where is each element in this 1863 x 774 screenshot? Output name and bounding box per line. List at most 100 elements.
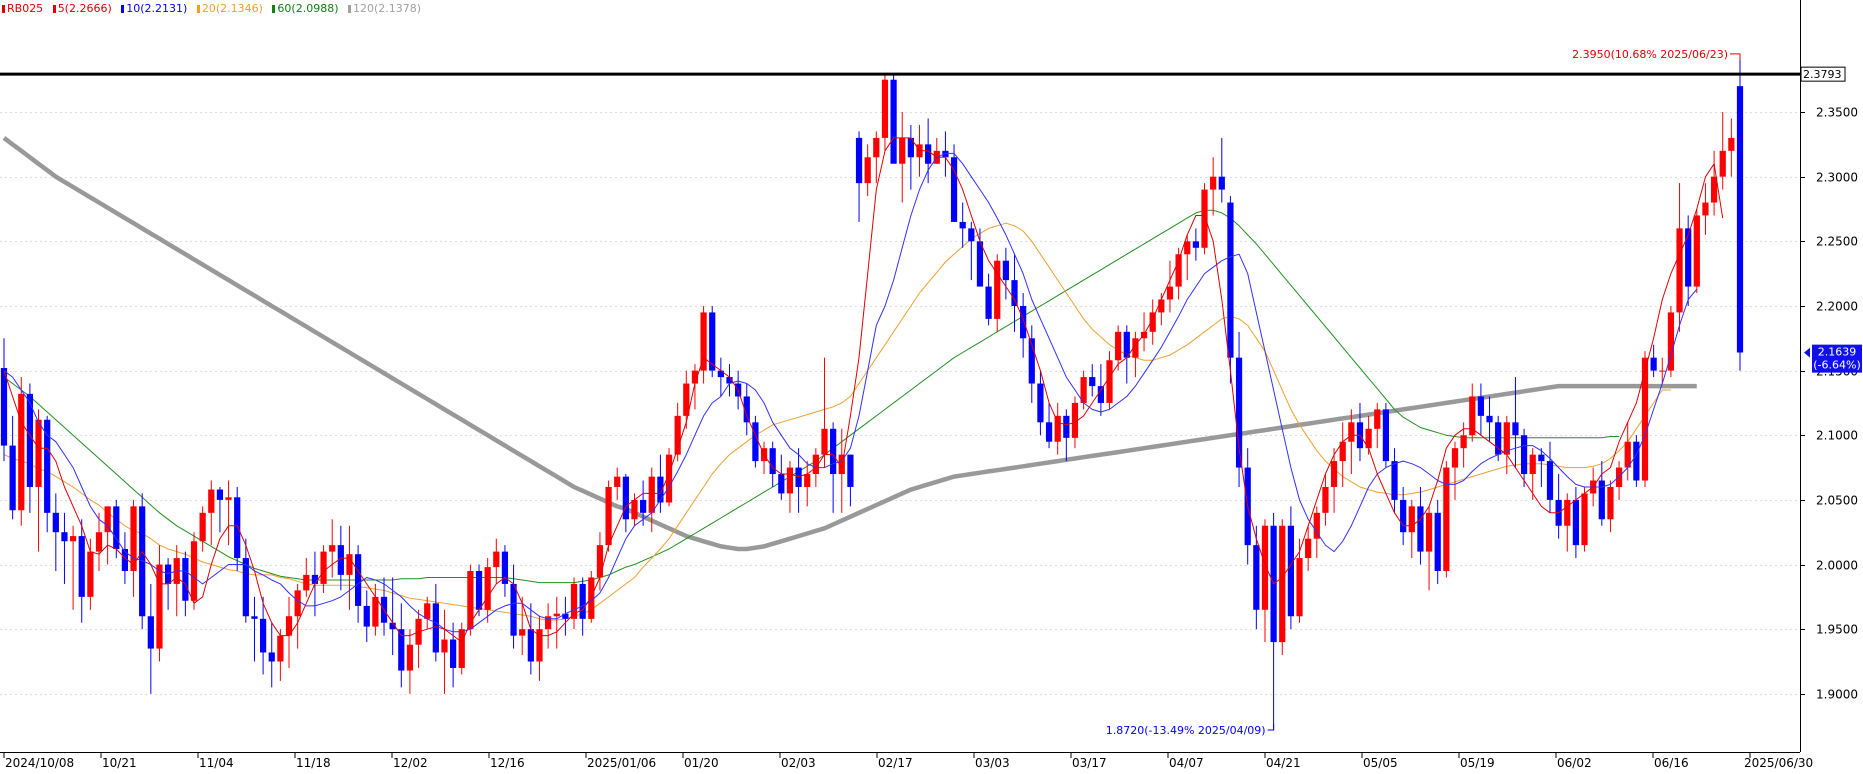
candle-up [329,545,336,552]
time-tick-label: 12/02 [393,756,428,770]
candle-up [614,476,621,487]
candle-down [1382,409,1389,462]
price-tick-label: 1.9500 [1816,623,1858,637]
time-tick-label: 10/21 [102,756,137,770]
low-annotation: 1.8720(-13.49% 2025/04/09) [1106,724,1266,737]
candle-down [1538,454,1545,462]
candle-up [1408,506,1415,533]
price-tick-label: 2.0500 [1816,494,1858,508]
candle-up [1529,454,1536,475]
candle-up [1330,461,1338,487]
price-tick-label: 2.0000 [1816,559,1858,573]
candle-up [484,567,491,610]
candle-up [1624,441,1631,468]
time-tick-label: 2025/06/30 [1744,756,1813,770]
candle-up [588,577,595,619]
candle-down [640,499,647,513]
candle-down [527,629,534,662]
time-tick-label: 05/05 [1363,756,1398,770]
legend-swatch [121,5,125,13]
candle-down [907,137,914,158]
candle-up [683,383,690,416]
candle-up [1175,254,1182,287]
candle-down [795,467,802,487]
candle-up [994,260,1001,319]
candle-down [657,476,664,503]
candle-down [1020,305,1027,339]
price-tick-label: 2.1000 [1816,429,1858,443]
candle-up [674,415,681,455]
candle-up [1676,228,1683,313]
last-price-change: (-6.64%) [1813,359,1861,372]
candle-up [35,419,42,487]
candle-up [1702,202,1709,216]
candle-up [303,574,310,591]
candle-up [648,476,655,513]
candle-up [1132,338,1139,358]
candle-down [113,506,120,550]
candle-up [1296,558,1303,617]
candle-down [1736,86,1744,353]
time-tick-label: 04/07 [1169,756,1204,770]
candle-down [959,221,966,229]
candle-down [52,512,59,533]
time-tick-label: 11/18 [296,756,331,770]
candle-down [510,583,517,636]
candle-down [890,79,897,164]
candle-up [1659,370,1666,372]
candle-up [87,551,94,597]
price-tick-label: 1.9000 [1816,688,1858,702]
candle-up [1365,428,1372,449]
legend-swatch [2,5,5,13]
candle-down [1650,357,1657,371]
candle-up [691,370,699,384]
price-axis-background [1800,0,1863,774]
candle-up [1115,331,1122,361]
legend-swatch [52,5,56,13]
candle-up [199,512,206,542]
candle-down [1572,499,1580,546]
ma10-line [3,152,1698,633]
candle-up [95,532,103,552]
candle-up [545,616,552,630]
candle-down [622,476,629,520]
candle-up [1693,215,1700,287]
candle-up [596,545,604,578]
candle-up [1071,402,1079,438]
last-price-box [1812,344,1862,373]
candle-up [372,596,379,627]
candle-up [285,616,293,636]
candle-down [1434,512,1441,571]
candle-up [190,541,198,601]
candle-down [1520,435,1528,475]
candle-down [925,144,932,164]
reference-label: 2.3793 [1803,68,1842,81]
candle-down [778,474,785,494]
time-tick-label: 05/19 [1460,756,1495,770]
candle-up [1305,538,1312,559]
candle-down [251,616,258,619]
candle-down [164,564,172,584]
legend-label: 5(2.2666) [57,2,112,15]
candle-down [847,454,854,487]
candle-up [786,467,794,494]
candle-up [294,590,301,617]
candle-up [812,454,819,475]
candle-down [0,368,8,446]
candle-down [950,157,958,222]
candle-down [268,652,275,662]
candle-up [1425,512,1433,552]
candle-up [570,583,578,619]
candle-down [1477,396,1485,416]
candle-up [320,551,327,584]
candle-up [553,613,560,617]
candle-down [234,497,241,559]
last-price-label: 2.1639 [1818,346,1857,359]
candle-up [1503,422,1510,455]
candle-down [242,558,249,617]
candle-down [389,622,396,630]
candle-up [1210,176,1217,190]
candle-down [1123,331,1130,358]
